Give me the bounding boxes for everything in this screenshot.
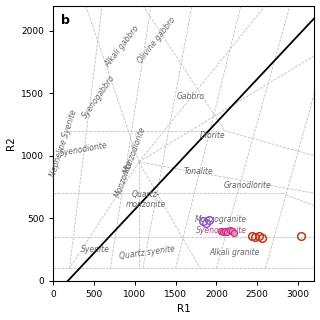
Text: Syenogranite: Syenogranite: [196, 226, 247, 235]
Text: Syenogabbro: Syenogabbro: [81, 74, 117, 120]
Y-axis label: R2: R2: [5, 136, 16, 150]
Text: Tonalite: Tonalite: [184, 167, 213, 177]
Text: Monzogranite: Monzogranite: [195, 215, 247, 224]
Text: Nepheline Syenite: Nepheline Syenite: [49, 108, 79, 178]
Text: Diorite: Diorite: [200, 131, 225, 140]
Text: Gabbro: Gabbro: [176, 92, 204, 101]
Text: Alkali gabbro: Alkali gabbro: [104, 24, 141, 69]
X-axis label: R1: R1: [177, 304, 191, 315]
Text: Monzonite: Monzonite: [113, 158, 135, 198]
Text: Quartz-
monzonite: Quartz- monzonite: [125, 190, 165, 209]
Text: Olivine gabbro: Olivine gabbro: [136, 16, 178, 65]
Text: Monzodiorite: Monzodiorite: [122, 125, 148, 174]
Text: Alkali granite: Alkali granite: [209, 248, 260, 257]
Text: Syenodiorite: Syenodiorite: [60, 141, 109, 158]
Text: Quartz syenite: Quartz syenite: [119, 244, 175, 261]
Text: Granodiorite: Granodiorite: [224, 181, 271, 190]
Text: b: b: [61, 14, 70, 27]
Text: Syenite: Syenite: [81, 245, 110, 254]
